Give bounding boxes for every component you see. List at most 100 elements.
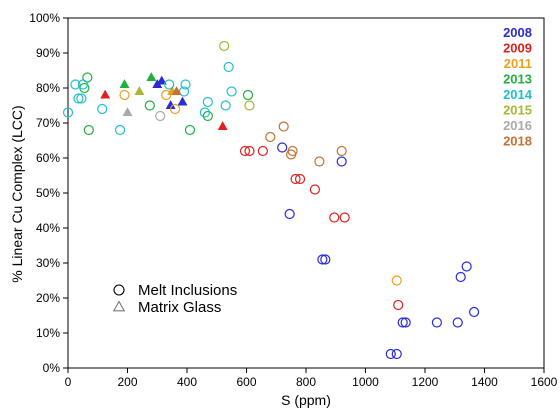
year-legend-2008: 2008 — [503, 25, 532, 40]
melt-inclusion-point-2008 — [461, 261, 472, 272]
matrix-glass-point-2015 — [134, 86, 145, 96]
melt-inclusion-point-2014 — [73, 93, 84, 104]
axes: 0 200 400 600 800 1000 1200 1400 1600 0% 10% 20% 30%… — [29, 11, 557, 389]
y-tick-label: 10% — [36, 326, 60, 340]
melt-inclusion-point-2009 — [393, 299, 404, 311]
matrix-glass-point-2016 — [122, 107, 133, 117]
melt-inclusion-point-2011 — [170, 103, 181, 115]
matrix-glass-point-2009 — [217, 121, 228, 131]
melt-inclusion-point-2009 — [329, 212, 340, 223]
melt-inclusion-point-2008 — [320, 254, 331, 265]
melt-inclusion-point-2013 — [83, 124, 94, 136]
melt-inclusion-point-2011 — [391, 275, 402, 286]
y-tick-label: 100% — [29, 11, 60, 25]
melt-inclusion-point-2008 — [317, 254, 328, 265]
matrix-glass-point-2013 — [119, 79, 130, 89]
y-tick-label: 60% — [36, 151, 60, 165]
melt-inclusion-point-2013 — [242, 89, 254, 101]
melt-inclusion-point-2009 — [294, 173, 306, 185]
x-tick-label: 400 — [177, 375, 197, 389]
melt-inclusion-point-2018 — [278, 121, 289, 132]
melt-inclusion-point-2014 — [76, 93, 87, 104]
x-tick-label: 1000 — [352, 375, 379, 389]
legend-triangle-marker — [112, 300, 126, 312]
y-tick-label: 70% — [36, 116, 60, 130]
matrix-glass-point-2008 — [177, 96, 188, 106]
x-tick-label: 600 — [236, 375, 256, 389]
x-tick-label: 1400 — [471, 375, 498, 389]
melt-inclusion-point-2008 — [452, 317, 463, 328]
melt-inclusion-point-2009 — [244, 145, 255, 157]
melt-inclusion-point-2008 — [431, 317, 442, 328]
y-tick-label: 40% — [36, 221, 60, 235]
melt-inclusion-point-2014 — [223, 61, 234, 73]
melt-inclusion-point-2008 — [277, 142, 288, 153]
matrix-glass-point-2008 — [156, 75, 167, 85]
year-legend-2016: 2016 — [503, 118, 532, 133]
year-legend-2014: 2014 — [503, 87, 533, 102]
melt-inclusion-point-2011 — [119, 89, 130, 101]
melt-inclusion-point-2014 — [180, 79, 191, 90]
melt-inclusion-point-2008 — [468, 306, 480, 318]
melt-inclusion-point-2009 — [290, 173, 301, 185]
melt-inclusion-point-2015 — [219, 40, 230, 52]
melt-inclusion-point-2013 — [202, 110, 213, 122]
y-tick-label: 50% — [36, 186, 60, 200]
y-tick-label: 80% — [36, 81, 60, 95]
melt-inclusion-point-2014 — [199, 107, 210, 118]
melt-inclusion-point-2014 — [114, 124, 126, 136]
x-tick-label: 1600 — [531, 375, 558, 389]
y-tick-label: 90% — [36, 46, 60, 60]
legend-circle-marker — [113, 284, 125, 296]
melt-inclusion-point-2009 — [257, 145, 268, 157]
melt-inclusion-point-2015 — [244, 100, 255, 111]
melt-inclusion-point-2008 — [385, 348, 396, 360]
year-legend-2015: 2015 — [503, 103, 532, 118]
melt-inclusion-point-2018 — [265, 131, 276, 143]
x-axis-label: S (ppm) — [281, 392, 331, 408]
melt-inclusion-point-2008 — [336, 156, 347, 167]
melt-inclusion-point-2014 — [202, 96, 213, 108]
y-tick-label: 30% — [36, 256, 60, 270]
y-tick-label: 20% — [36, 291, 60, 305]
melt-inclusion-point-2013 — [184, 124, 196, 136]
melt-inclusion-point-2013 — [82, 72, 93, 83]
melt-inclusion-point-2008 — [391, 348, 402, 360]
melt-inclusion-point-2014 — [70, 79, 81, 90]
legend-label-triangle: Matrix Glass — [138, 299, 221, 316]
melt-inclusion-point-2008 — [455, 271, 466, 283]
melt-inclusion-point-2014 — [62, 107, 74, 118]
year-legend-2013: 2013 — [503, 72, 532, 87]
melt-inclusion-point-2009 — [309, 184, 321, 195]
melt-inclusion-point-2008 — [397, 317, 408, 328]
melt-inclusion-point-2008 — [284, 208, 295, 220]
x-tick-label: 200 — [117, 375, 137, 389]
melt-inclusion-point-2014 — [164, 79, 175, 90]
melt-inclusion-point-2014 — [97, 103, 108, 115]
melt-inclusion-point-2018 — [336, 145, 347, 157]
year-legend-2009: 2009 — [503, 41, 532, 56]
melt-inclusion-point-2016 — [155, 110, 166, 122]
x-tick-label: 800 — [296, 375, 316, 389]
melt-inclusion-point-2009 — [339, 212, 350, 223]
y-axis-label: % Linear Cu Complex (LCC) — [9, 105, 25, 282]
melt-inclusion-point-2014 — [77, 79, 88, 90]
melt-inclusion-point-2008 — [400, 317, 411, 328]
melt-inclusion-point-2009 — [239, 145, 251, 157]
matrix-glass-point-2018 — [171, 86, 182, 96]
matrix-glass-point-2013 — [146, 72, 157, 82]
melt-inclusion-point-2014 — [220, 100, 231, 111]
y-tick-label: 0% — [43, 361, 61, 375]
melt-inclusion-point-2014 — [226, 86, 237, 97]
melt-inclusion-point-2013 — [144, 100, 155, 111]
melt-inclusion-point-2018 — [314, 156, 325, 167]
x-tick-label: 0 — [65, 375, 72, 389]
data-points — [62, 40, 480, 360]
matrix-glass-point-2009 — [100, 89, 111, 99]
x-tick-label: 1200 — [412, 375, 439, 389]
year-legend-2011: 2011 — [504, 56, 532, 71]
year-legend-2018: 2018 — [503, 134, 532, 149]
